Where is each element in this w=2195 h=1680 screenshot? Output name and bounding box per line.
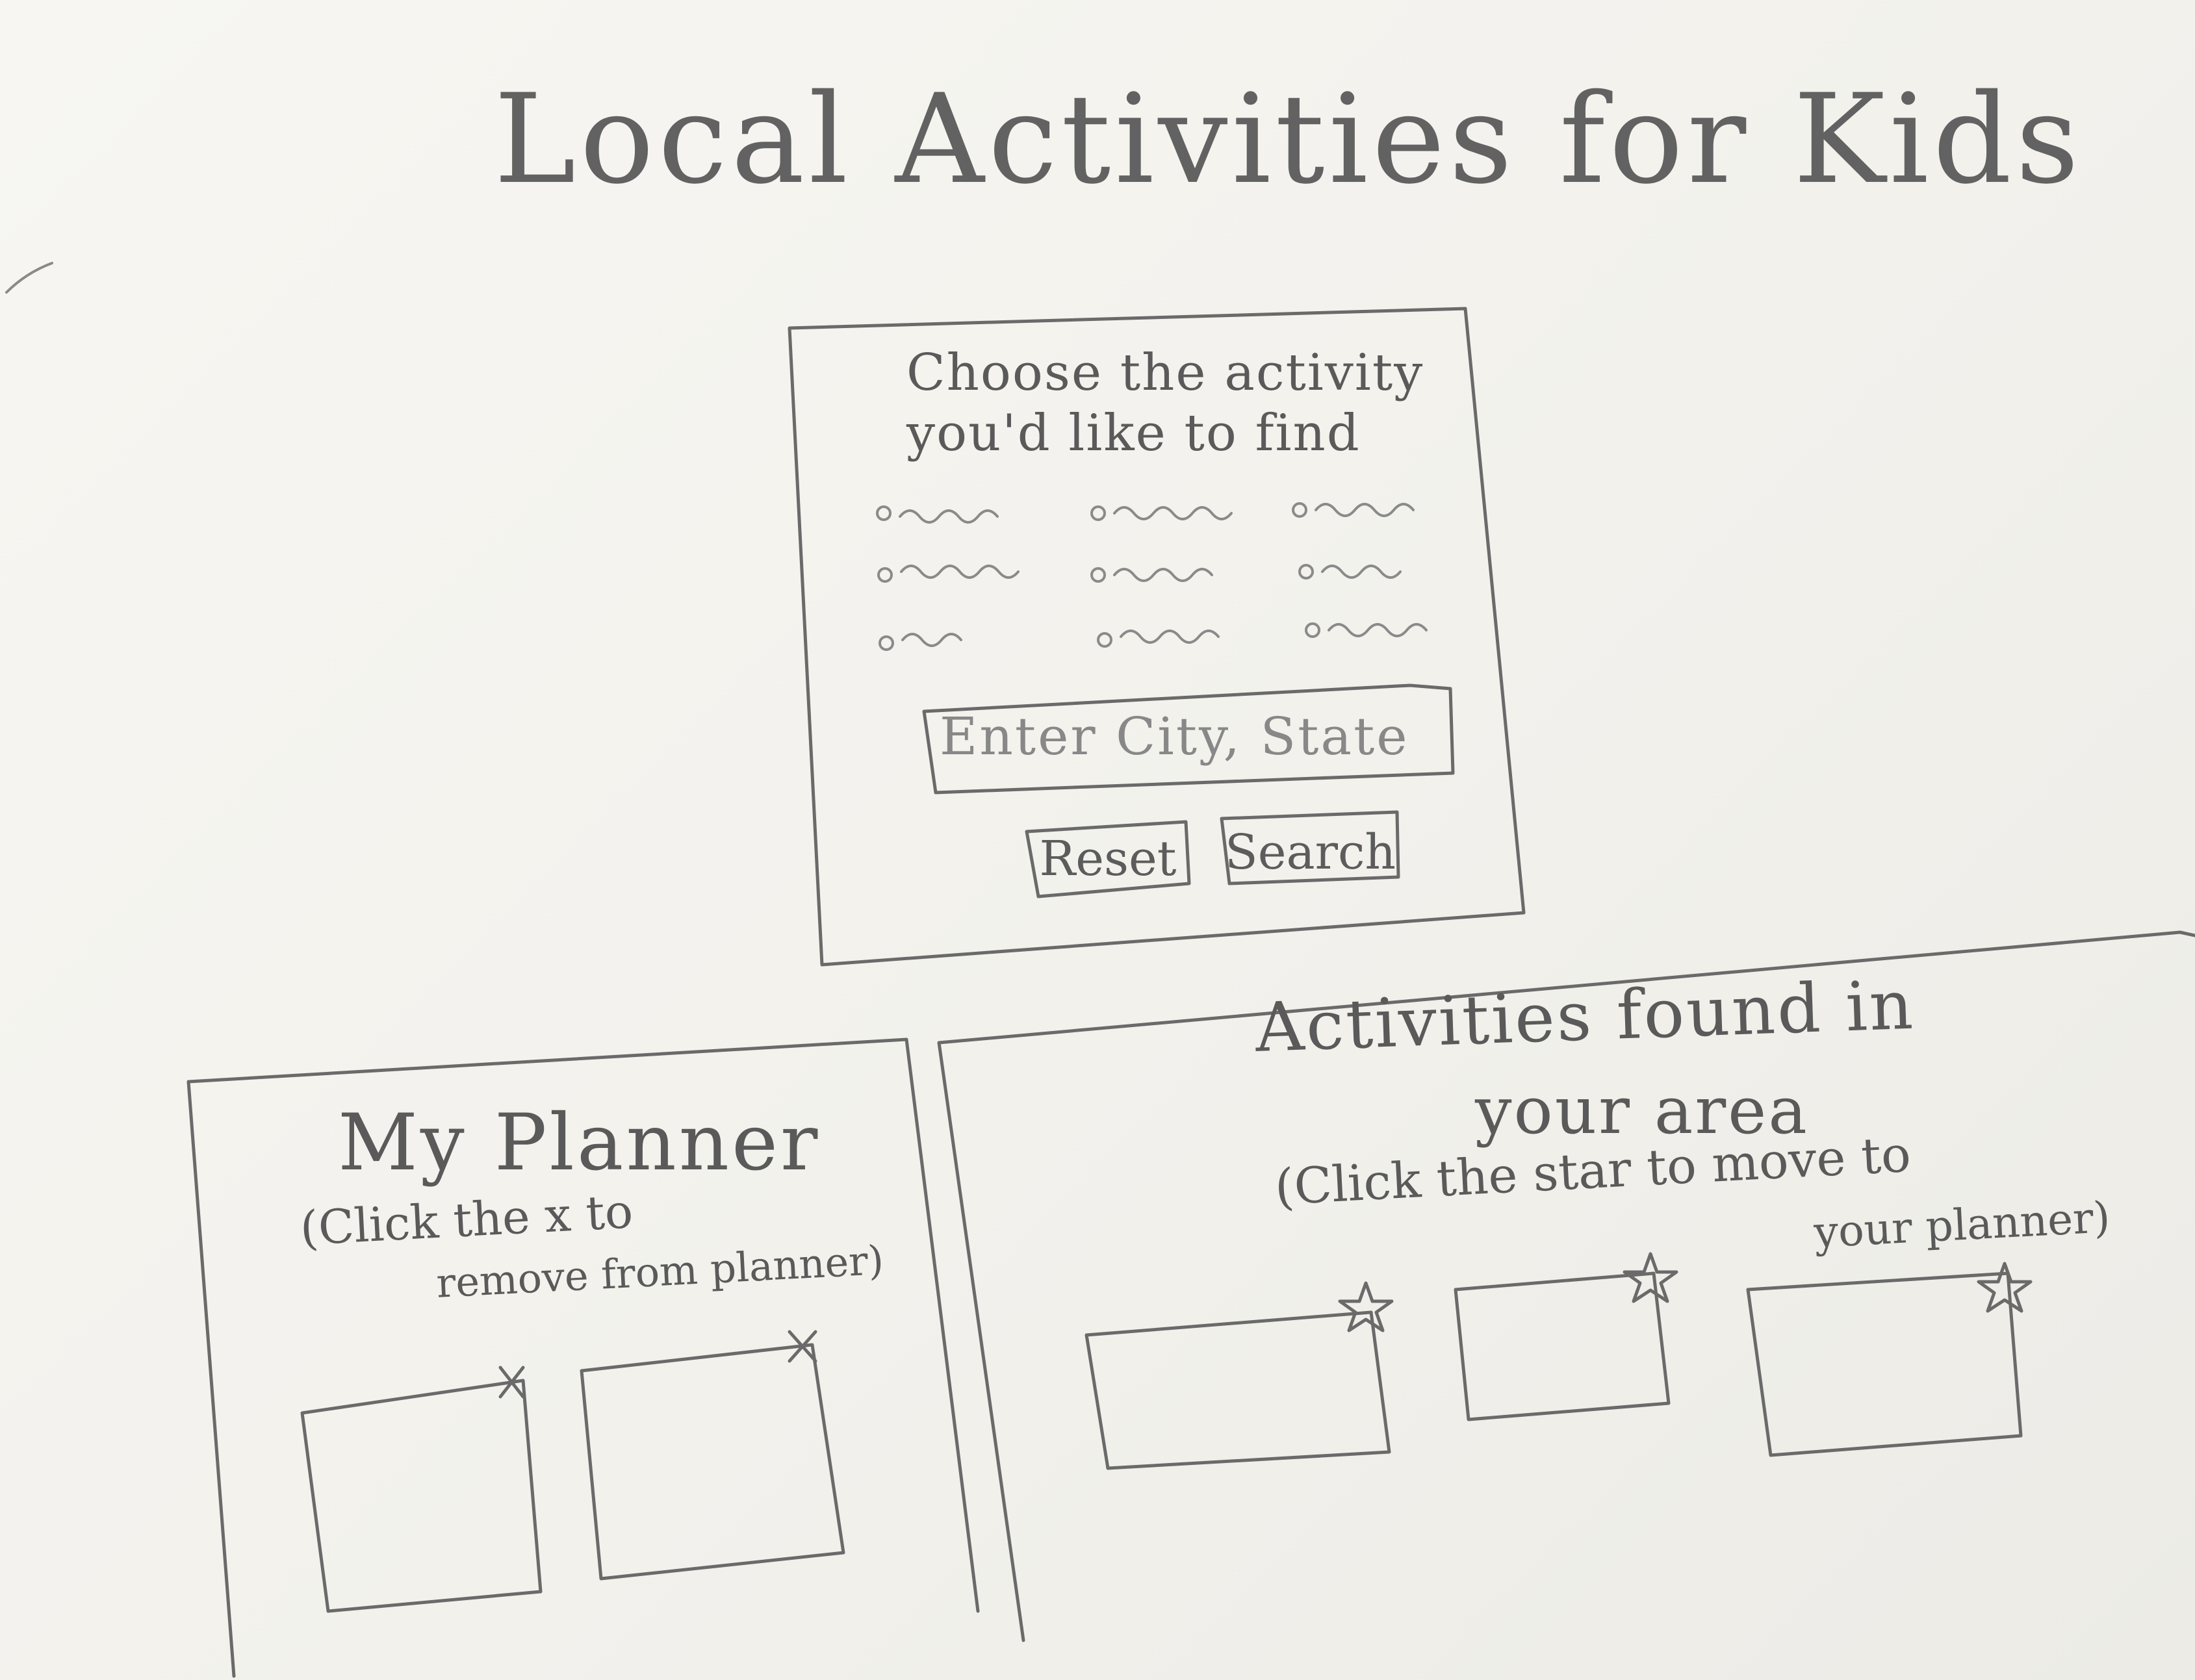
activity-option[interactable] — [1292, 502, 1415, 518]
radio-icon[interactable] — [1090, 567, 1106, 583]
result-card-frame — [1454, 1271, 1671, 1421]
search-button[interactable]: Search — [1225, 813, 1396, 891]
result-card-frame — [1085, 1310, 1391, 1470]
radio-icon[interactable] — [877, 567, 893, 583]
activity-option[interactable] — [1305, 622, 1428, 638]
option-label-squiggle — [1315, 503, 1415, 517]
star-icon[interactable] — [1338, 1281, 1394, 1332]
search-panel-frame — [788, 307, 1526, 967]
activity-option[interactable] — [1090, 505, 1233, 521]
radio-icon[interactable] — [1292, 502, 1307, 518]
radio-icon[interactable] — [1305, 622, 1320, 638]
activity-options-group — [876, 502, 1428, 651]
city-state-input[interactable] — [928, 687, 1448, 785]
reset-button-frame — [1025, 820, 1191, 898]
option-label-squiggle — [899, 509, 999, 524]
planner-panel-frame — [186, 1037, 980, 1678]
option-label-squiggle — [1113, 506, 1233, 520]
result-card-frame — [1746, 1271, 2023, 1457]
reset-button[interactable]: Reset — [1030, 820, 1186, 898]
option-label-squiggle — [1113, 568, 1213, 582]
search-prompt-line-2: you'd like to find — [906, 404, 1361, 463]
planner-card-frame — [300, 1379, 543, 1613]
option-label-squiggle — [1120, 630, 1220, 644]
activity-option[interactable] — [1090, 567, 1213, 583]
radio-icon[interactable] — [1090, 505, 1106, 521]
planner-title: My Planner — [338, 1098, 821, 1188]
star-icon[interactable] — [1623, 1252, 1678, 1303]
star-icon[interactable] — [1977, 1262, 2033, 1313]
option-label-squiggle — [900, 565, 1020, 579]
search-button-frame — [1220, 810, 1400, 885]
option-label-squiggle — [1328, 623, 1428, 637]
x-icon[interactable] — [788, 1330, 817, 1363]
activity-option[interactable] — [879, 633, 962, 651]
radio-icon[interactable] — [1097, 632, 1112, 648]
results-panel-frame — [937, 930, 2195, 1642]
x-icon[interactable] — [498, 1366, 525, 1399]
radio-icon[interactable] — [879, 635, 894, 651]
planner-card-frame — [580, 1343, 845, 1581]
radio-icon[interactable] — [876, 505, 892, 521]
option-label-squiggle — [1321, 565, 1402, 579]
activity-option[interactable] — [877, 565, 1020, 583]
search-prompt-line-1: Choose the activity — [906, 344, 1424, 402]
activity-option[interactable] — [1298, 564, 1402, 579]
radio-icon[interactable] — [1298, 564, 1314, 579]
page-title: Local Activities for Kids — [494, 68, 2083, 211]
stray-mark — [5, 262, 53, 294]
activity-option[interactable] — [1097, 630, 1220, 648]
activity-option[interactable] — [876, 505, 999, 524]
results-title-line-2: your area — [1475, 1073, 1809, 1149]
option-label-squiggle — [901, 633, 962, 647]
